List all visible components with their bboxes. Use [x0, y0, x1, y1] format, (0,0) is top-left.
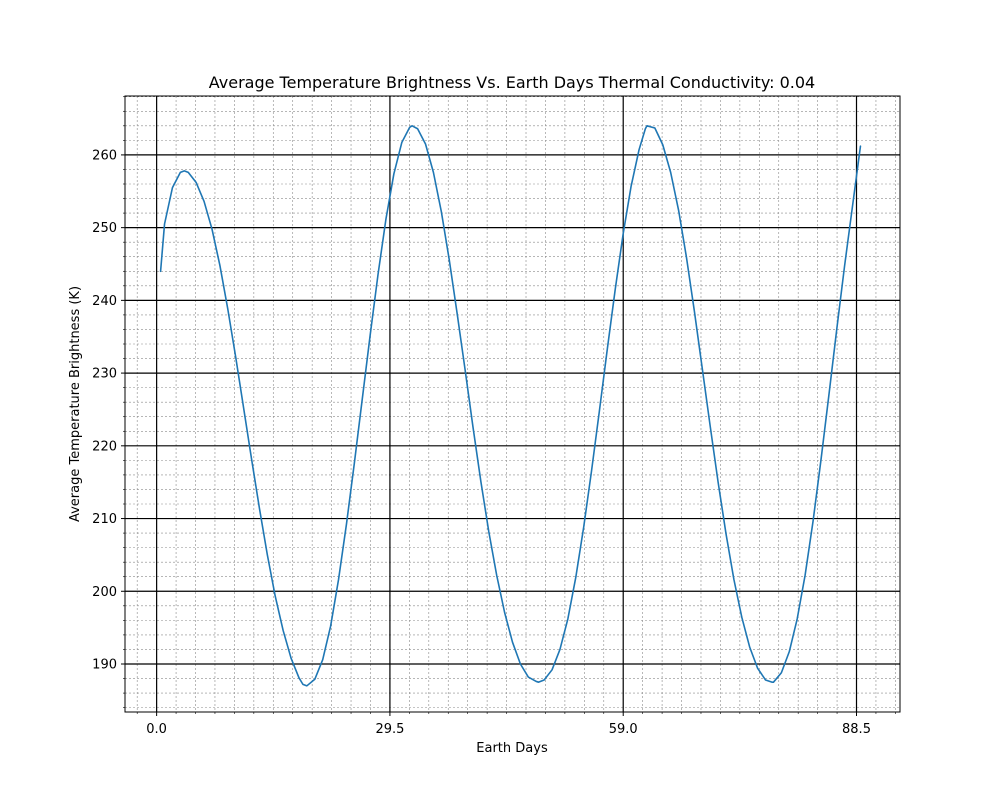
y-tick-label: 190: [92, 658, 117, 673]
plot-frame: [124, 95, 901, 713]
major-grid: [125, 96, 900, 712]
temperature-series-line: [159, 125, 862, 687]
y-tick-label: 250: [92, 221, 117, 236]
chart-title: Average Temperature Brightness Vs. Earth…: [209, 73, 815, 92]
x-tick-label: 88.5: [842, 722, 871, 737]
y-tick-label: 220: [92, 439, 117, 454]
series-layer: [159, 125, 862, 687]
x-tick-label: 29.5: [375, 722, 404, 737]
y-tick-label: 210: [92, 512, 117, 527]
y-tick-label: 230: [92, 367, 117, 382]
y-axis: 190 200 210 220 230 240 250 260: [92, 96, 125, 708]
y-axis-label: Average Temperature Brightness (K): [68, 286, 83, 522]
x-tick-label: 59.0: [609, 722, 638, 737]
y-tick-label: 240: [92, 294, 117, 309]
y-tick-label: 260: [92, 148, 117, 163]
minor-grid: [125, 96, 900, 712]
x-axis: 0.0 29.5 59.0 88.5: [136, 712, 896, 737]
y-tick-label: 200: [92, 585, 117, 600]
x-tick-label: 0.0: [146, 722, 167, 737]
x-axis-label: Earth Days: [476, 741, 548, 756]
